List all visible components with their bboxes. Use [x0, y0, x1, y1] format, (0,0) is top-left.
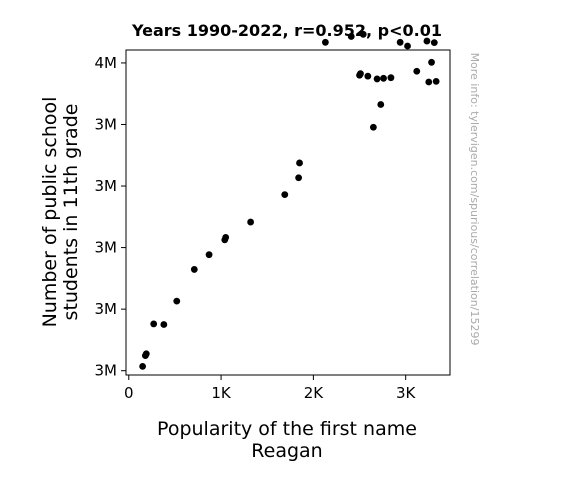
- x-axis-label-line-2: Reagan: [251, 440, 322, 462]
- y-tick-label: 3M: [95, 177, 118, 195]
- data-point: [142, 350, 150, 358]
- data-point: [428, 58, 435, 66]
- y-tick-label: 4M: [95, 54, 118, 72]
- data-point: [321, 38, 329, 46]
- data-point: [296, 159, 303, 167]
- y-tick-label: 3M: [95, 300, 118, 318]
- y-tick-label: 3M: [95, 239, 118, 257]
- x-tick-label: 3K: [396, 384, 417, 402]
- data-point: [295, 174, 303, 182]
- data-point: [357, 70, 364, 78]
- data-point: [430, 39, 438, 47]
- data-point: [205, 251, 213, 259]
- data-point: [364, 72, 372, 80]
- x-tick-label: 1K: [211, 384, 232, 402]
- data-point: [347, 33, 355, 40]
- data-point: [160, 321, 168, 328]
- x-tick-label: 2K: [304, 384, 325, 402]
- chart-title: Years 1990-2022, r=0.952, p<0.01: [131, 21, 442, 40]
- y-axis-label-line-2: students in 11th grade: [60, 104, 82, 321]
- data-point: [139, 362, 147, 370]
- data-point: [373, 75, 381, 83]
- data-point: [396, 38, 404, 46]
- data-point: [413, 67, 421, 75]
- y-axis-ticks: 3M 3M 3M 3M 3M 4M: [95, 54, 126, 380]
- data-point: [222, 234, 230, 241]
- data-point: [369, 123, 377, 131]
- data-points: [139, 30, 440, 370]
- plot-frame: [125, 49, 451, 376]
- data-point: [432, 77, 440, 85]
- data-point: [387, 74, 395, 82]
- y-axis-label-line-1: Number of public school: [39, 97, 61, 328]
- x-axis-ticks: 0 1K 2K 3K: [124, 375, 417, 402]
- y-tick-label: 3M: [95, 115, 118, 133]
- data-point: [190, 266, 198, 273]
- data-point: [404, 42, 411, 50]
- data-point: [423, 37, 431, 45]
- data-point: [380, 74, 387, 82]
- plot-area: [125, 49, 451, 376]
- source-watermark: More info: tylervigen.com/spurious/corre…: [468, 53, 481, 346]
- data-point: [281, 191, 289, 199]
- data-point: [247, 218, 255, 226]
- data-point: [173, 297, 181, 305]
- data-point: [359, 30, 367, 38]
- data-point: [425, 78, 433, 86]
- y-tick-label: 3M: [95, 362, 118, 380]
- x-axis-label-line-1: Popularity of the first name: [157, 418, 417, 440]
- x-tick-label: 0: [124, 384, 134, 402]
- data-point: [377, 101, 385, 108]
- data-point: [150, 320, 158, 328]
